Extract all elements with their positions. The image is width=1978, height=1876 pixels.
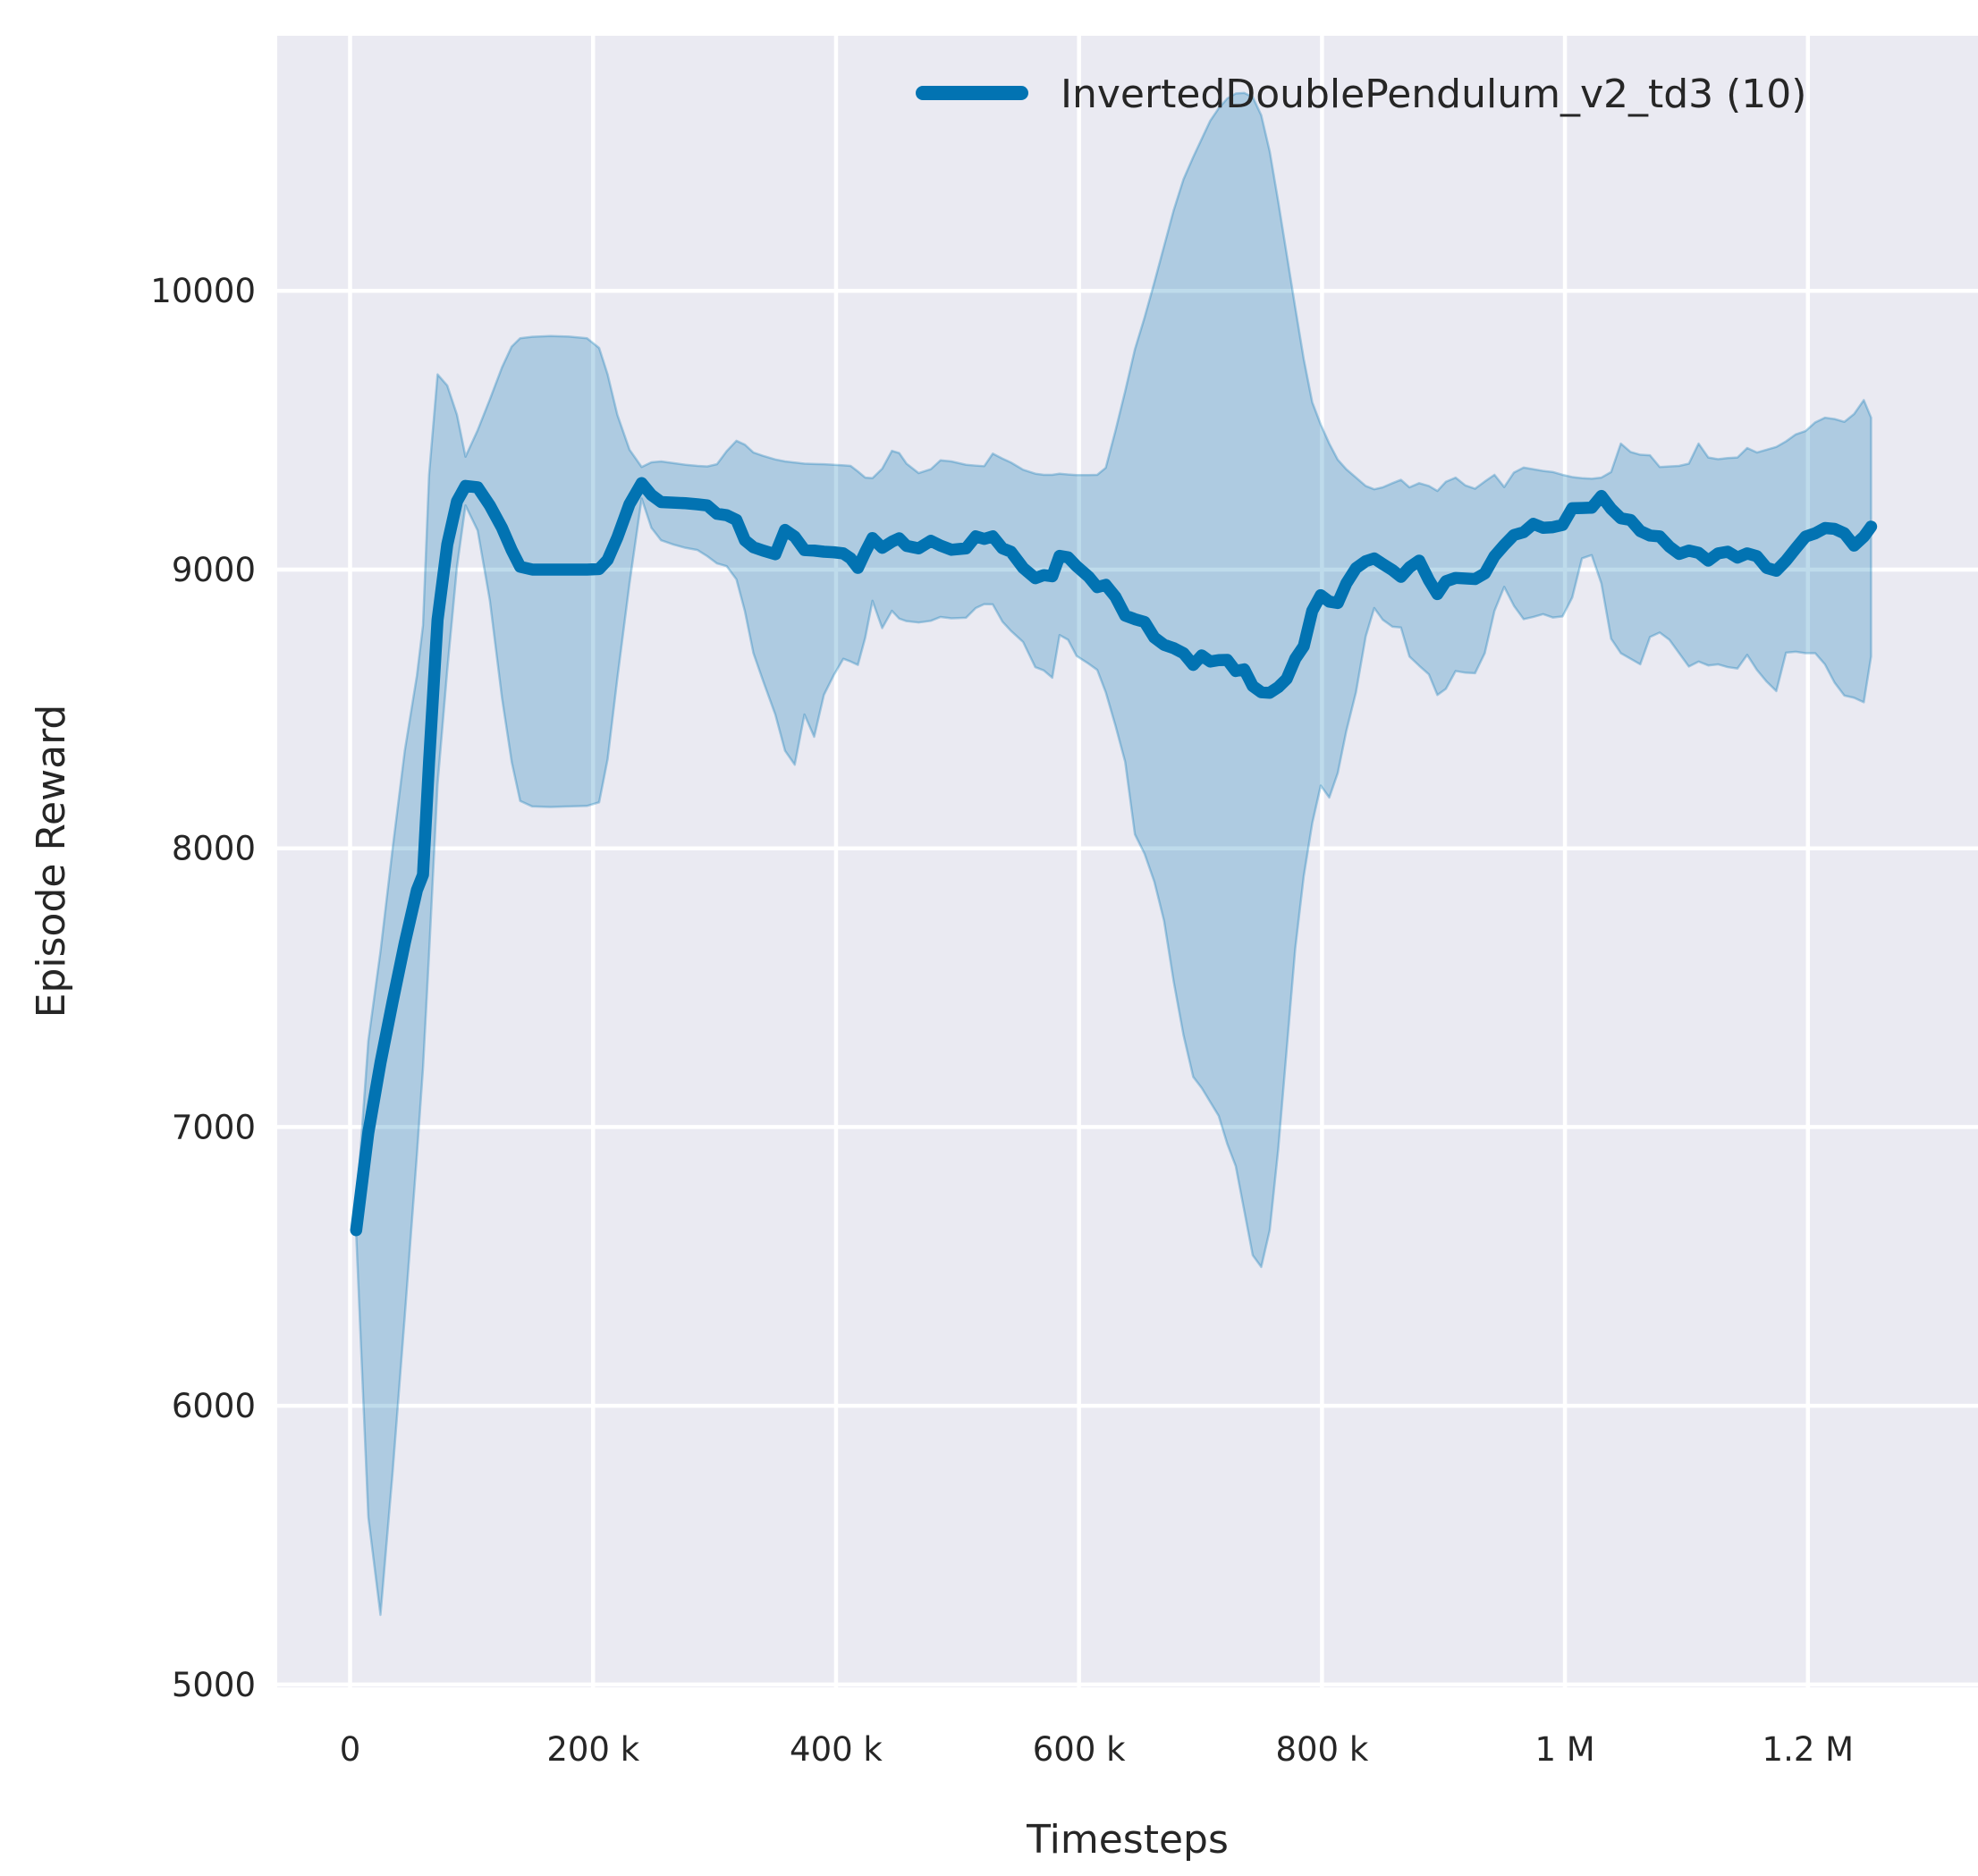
y-tick-label: 8000 [172, 830, 256, 868]
y-tick-label: 10000 [150, 272, 256, 310]
legend: InvertedDoublePendulum_v2_td3 (10) [916, 72, 1806, 117]
tick-labels: 0 200 k 400 k 600 k 800 k 1 M 1.2 M 5000 6000 700… [150, 272, 1854, 1769]
confidence-band [355, 91, 1872, 1617]
x-tick-label: 600 k [1033, 1730, 1126, 1769]
y-axis-label: Episode Reward [29, 705, 74, 1018]
x-axis-label: Timesteps [1026, 1817, 1229, 1863]
x-tick-label: 0 [340, 1730, 361, 1769]
x-tick-label: 800 k [1275, 1730, 1368, 1769]
series-layer [350, 91, 1878, 1617]
y-tick-label: 7000 [172, 1108, 256, 1146]
x-tick-label: 200 k [546, 1730, 639, 1769]
legend-label: InvertedDoublePendulum_v2_td3 (10) [1061, 72, 1806, 117]
x-tick-label: 1.2 M [1762, 1730, 1855, 1769]
y-tick-label: 9000 [172, 551, 256, 589]
plot-area [277, 36, 1978, 1687]
gridlines [277, 36, 1978, 1687]
x-tick-label: 1 M [1534, 1730, 1594, 1769]
x-tick-label: 400 k [790, 1730, 883, 1769]
mean-line [350, 477, 1878, 1237]
y-tick-label: 5000 [172, 1666, 256, 1704]
y-tick-label: 6000 [172, 1387, 256, 1425]
